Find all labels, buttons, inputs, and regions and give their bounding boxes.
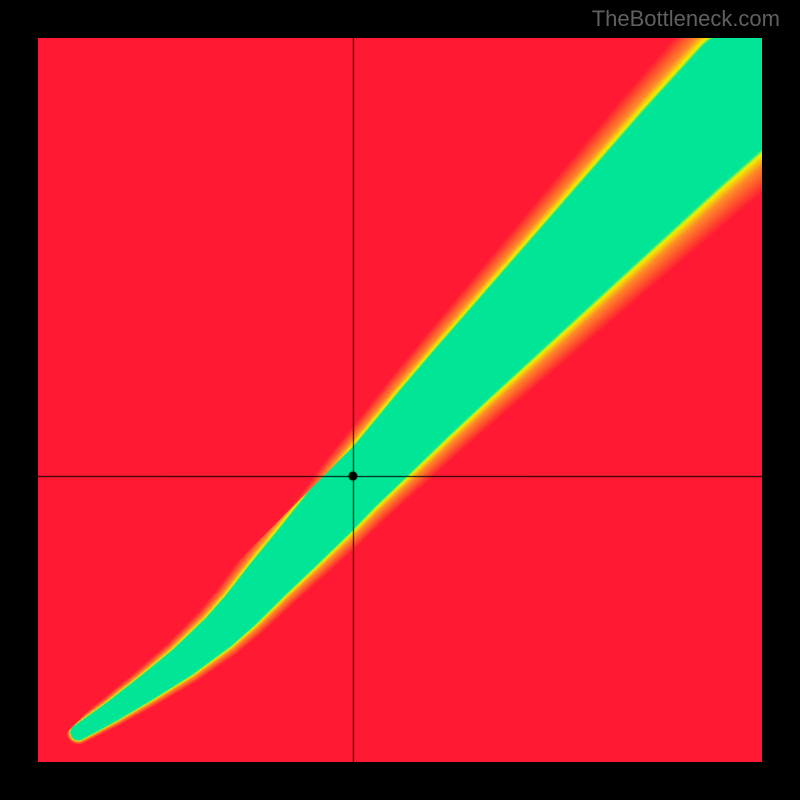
heatmap-chart: [38, 38, 762, 762]
watermark-text: TheBottleneck.com: [592, 6, 780, 32]
heatmap-canvas: [38, 38, 762, 762]
chart-container: TheBottleneck.com: [0, 0, 800, 800]
